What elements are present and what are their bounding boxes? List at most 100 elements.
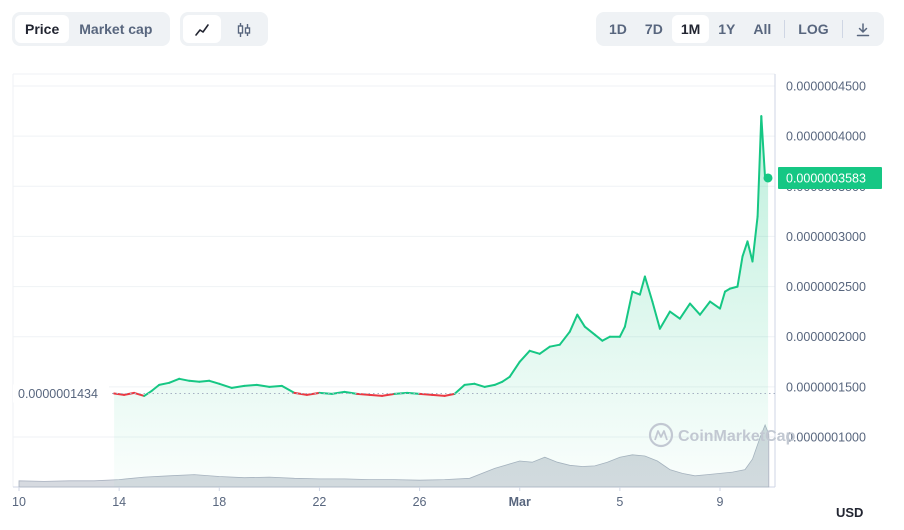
price-line-segment <box>756 115 763 218</box>
chart-mode-group <box>180 12 268 46</box>
current-price-dot <box>763 173 773 183</box>
tab-price[interactable]: Price <box>15 15 70 43</box>
toolbar-divider <box>784 20 786 38</box>
y-tick-label: 0.0000004000 <box>786 130 866 144</box>
price-line-segment <box>601 335 611 342</box>
price-line-segment <box>583 325 596 336</box>
price-line-segment <box>208 379 221 385</box>
price-line-segment <box>168 377 181 384</box>
price-line-segment <box>538 345 551 355</box>
y-tick-label: 0.0000004500 <box>786 80 866 94</box>
x-tick-label: Mar <box>509 495 531 509</box>
price-line-segment <box>651 300 661 330</box>
price-line-segment <box>618 325 626 338</box>
price-line-segment <box>280 384 296 394</box>
candlestick-button[interactable] <box>225 15 263 43</box>
price-line-segment <box>568 313 579 333</box>
price-line-segment <box>473 382 486 388</box>
current-price-marker: 0.0000003583 <box>763 166 882 189</box>
price-line-segment <box>343 390 358 395</box>
coinmarketcap-logo-mark <box>654 430 668 441</box>
range-1y[interactable]: 1Y <box>718 21 736 37</box>
x-tick-label: 5 <box>616 495 623 509</box>
price-line-segment <box>178 377 191 382</box>
line-chart-button[interactable] <box>183 15 221 43</box>
price-line-segment <box>593 333 604 342</box>
y-tick-label: 0.0000003000 <box>786 230 866 244</box>
y-tick-label: 0.0000002500 <box>786 280 866 294</box>
download-button[interactable] <box>847 15 879 43</box>
price-line-segment <box>198 379 211 383</box>
price-line-segment <box>453 383 466 395</box>
price-line-segment <box>643 275 654 303</box>
open-price-label: 0.0000001434 <box>18 387 98 401</box>
price-line-segment <box>158 381 171 386</box>
y-tick-label: 0.0000002000 <box>786 330 866 344</box>
price-line-segment <box>508 360 521 378</box>
price-line-segment <box>729 285 739 290</box>
price-area-fill <box>114 116 769 487</box>
range-1d[interactable]: 1D <box>609 21 627 37</box>
candlestick-icon <box>237 23 251 38</box>
range-all[interactable]: All <box>753 21 772 37</box>
price-line-segment <box>463 382 476 386</box>
price-line-segment <box>143 389 153 397</box>
price-line-segment <box>518 349 531 363</box>
y-tick-label: 0.0000001500 <box>786 380 866 394</box>
price-line-segment <box>548 343 561 348</box>
price-line-segment <box>760 115 767 180</box>
price-line-segment <box>381 392 396 397</box>
x-tick-label: 10 <box>12 495 26 509</box>
price-line-segment <box>501 375 511 383</box>
price-line-segment <box>668 310 681 320</box>
price-line-segment <box>368 393 383 397</box>
price-line-segment <box>230 384 246 389</box>
price-line-segment <box>709 300 721 310</box>
price-line-segment <box>123 391 136 396</box>
x-tick-label: 26 <box>413 495 427 509</box>
coinmarketcap-logo <box>648 422 674 448</box>
price-line-segment <box>243 383 258 387</box>
price-line-segment <box>150 383 161 392</box>
price-line-segment <box>623 290 634 328</box>
toolbar-divider <box>841 20 843 38</box>
price-line-segment <box>406 391 421 395</box>
x-tick-label: 9 <box>717 495 724 509</box>
price-line-segment <box>751 215 759 263</box>
price-line-segment <box>576 313 586 328</box>
price-area <box>114 116 769 487</box>
range-1m[interactable]: 1M <box>671 15 710 43</box>
price-line-segment <box>638 275 646 296</box>
price-line-segment <box>305 391 321 396</box>
watermark-text: CoinMarketCap <box>678 428 796 445</box>
range-group: 1D 7D 1M 1Y All LOG <box>596 12 884 46</box>
watermark: CoinMarketCap <box>648 422 796 448</box>
currency-label: USD <box>836 505 864 520</box>
price-line-segment <box>719 290 726 310</box>
price-line-segment <box>431 393 446 397</box>
price-line-segment <box>293 391 308 396</box>
price-line-segment <box>493 380 504 386</box>
range-7d[interactable]: 7D <box>644 21 663 37</box>
x-axis: 10 14 18 22 26 Mar 5 9 <box>12 487 724 509</box>
price-line-segment <box>658 310 671 330</box>
y-tick-label: 0.0000001000 <box>786 431 866 445</box>
price-line-segment <box>678 302 691 320</box>
price-line-segment <box>746 240 754 263</box>
price-line-segment <box>528 349 541 355</box>
open-price-reference: 0.0000001434 <box>13 384 775 403</box>
tab-market-cap[interactable]: Market cap <box>79 21 153 37</box>
open-price-label-bg <box>13 384 109 403</box>
current-price-badge <box>778 166 882 189</box>
line-chart-icon <box>195 24 209 37</box>
price-line-segment <box>483 383 496 388</box>
price-line-segment <box>418 392 434 396</box>
price-line-segment <box>443 392 456 397</box>
price-line <box>113 115 770 397</box>
price-line-segment <box>356 392 371 396</box>
price-line-segment <box>741 240 749 258</box>
metric-tab-group: Price Market cap <box>12 12 170 46</box>
log-scale-toggle[interactable]: LOG <box>798 21 829 37</box>
x-tick-label: 18 <box>212 495 226 509</box>
